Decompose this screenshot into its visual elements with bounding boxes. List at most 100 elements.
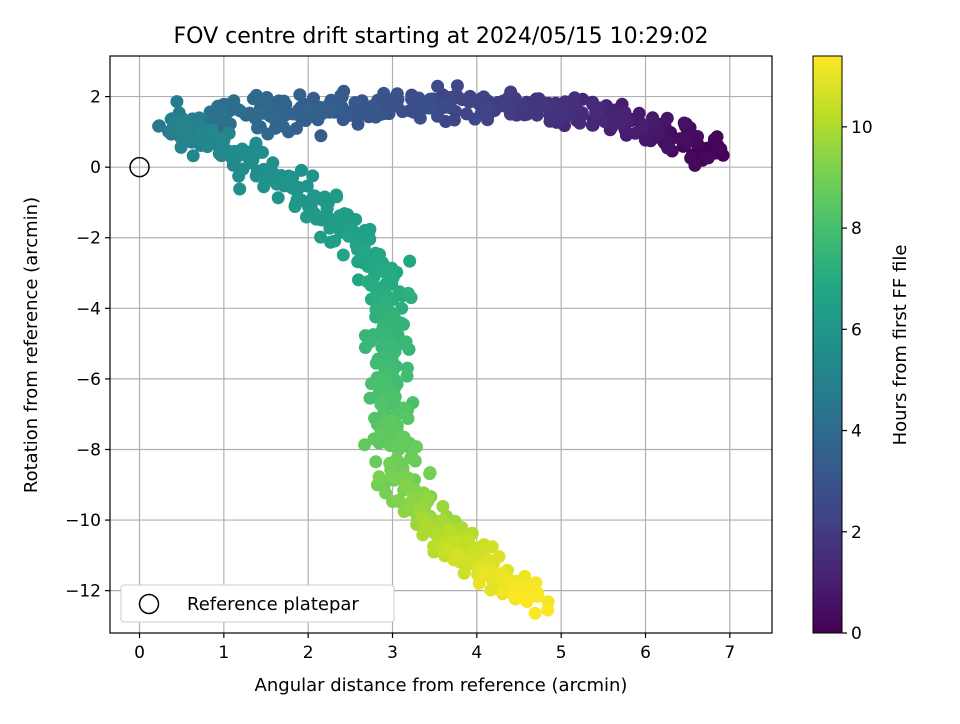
data-point	[399, 335, 413, 349]
data-point	[178, 131, 192, 145]
data-point	[372, 470, 386, 484]
data-point	[369, 455, 383, 469]
y-tick-label: −10	[65, 511, 101, 531]
colorbar-ticks: 0 2 4 6 8 10	[842, 118, 873, 644]
data-point	[497, 584, 510, 598]
data-point	[348, 96, 362, 110]
chart-title: FOV centre drift starting at 2024/05/15 …	[174, 24, 709, 49]
data-point	[436, 101, 450, 115]
data-point	[233, 182, 247, 196]
data-point	[436, 500, 450, 513]
data-point	[357, 241, 371, 254]
data-point	[256, 145, 269, 159]
data-point	[152, 119, 166, 133]
data-point	[243, 156, 257, 170]
data-point	[707, 132, 721, 146]
colorbar-tick-label: 8	[851, 219, 862, 239]
data-point	[386, 309, 400, 323]
data-point	[636, 119, 650, 133]
data-point	[684, 151, 698, 165]
data-point	[443, 523, 456, 537]
data-point	[366, 99, 380, 113]
colorbar-tick-label: 0	[851, 624, 862, 644]
y-tick-label: 0	[90, 158, 101, 178]
data-point	[205, 127, 219, 141]
colorbar-tick-label: 4	[851, 422, 862, 442]
data-point	[401, 286, 415, 300]
data-point	[308, 189, 322, 203]
y-tick-label: 2	[90, 88, 101, 108]
x-tick-label: 2	[303, 643, 314, 663]
data-point	[531, 589, 545, 603]
x-tick-label: 6	[640, 643, 651, 663]
data-point	[254, 105, 268, 119]
data-point	[528, 606, 542, 620]
data-point	[278, 176, 292, 190]
data-point	[468, 544, 482, 558]
colorbar-label: Hours from first FF file	[890, 245, 911, 446]
data-point	[258, 173, 272, 187]
data-point	[628, 126, 642, 140]
y-tick-label: −8	[76, 440, 101, 460]
data-point	[365, 377, 378, 391]
x-axis-ticks: 0 1 2 3 4 5 6 7	[134, 633, 735, 663]
data-point	[518, 592, 532, 606]
x-tick-label: 7	[724, 643, 735, 663]
data-point	[170, 95, 184, 109]
data-point	[393, 495, 406, 509]
data-point	[484, 583, 498, 597]
x-tick-label: 3	[387, 643, 398, 663]
data-point	[261, 127, 275, 141]
data-point	[492, 550, 506, 564]
data-point	[293, 88, 307, 102]
data-point	[369, 303, 383, 317]
data-point	[485, 540, 499, 554]
data-point	[395, 301, 409, 315]
x-tick-label: 0	[134, 643, 145, 663]
data-point	[329, 188, 343, 202]
data-point	[328, 234, 342, 248]
data-point	[416, 528, 430, 542]
data-point	[403, 254, 417, 268]
data-point	[367, 432, 381, 446]
data-point	[342, 229, 356, 243]
data-point	[314, 129, 328, 143]
data-point	[246, 92, 260, 106]
data-point	[450, 547, 464, 561]
data-point	[450, 79, 464, 93]
x-tick-label: 5	[556, 643, 567, 663]
data-point	[288, 200, 302, 213]
data-point	[660, 111, 674, 125]
data-point	[529, 576, 543, 590]
data-point	[271, 191, 285, 205]
data-point	[378, 377, 392, 390]
data-point	[701, 151, 715, 165]
legend: Reference platepar	[120, 584, 395, 623]
data-point	[214, 149, 228, 163]
data-point	[376, 265, 390, 278]
data-point	[419, 517, 433, 531]
data-point	[468, 112, 482, 126]
colorbar-gradient	[812, 55, 843, 634]
data-point	[272, 117, 286, 131]
data-point	[313, 100, 327, 114]
data-point	[318, 190, 332, 204]
data-point	[363, 335, 377, 349]
data-point	[176, 120, 190, 134]
legend-marker	[138, 593, 160, 615]
data-point	[423, 467, 437, 481]
data-point	[541, 603, 555, 617]
data-point	[477, 568, 491, 582]
data-point	[500, 97, 514, 111]
data-point	[249, 136, 263, 150]
data-point	[186, 149, 200, 163]
data-point	[543, 108, 557, 122]
data-point	[618, 105, 632, 119]
data-point	[397, 401, 411, 415]
data-point	[431, 79, 445, 93]
data-point	[360, 275, 374, 289]
data-point	[358, 438, 372, 452]
data-point	[337, 84, 351, 98]
data-point	[397, 430, 411, 444]
